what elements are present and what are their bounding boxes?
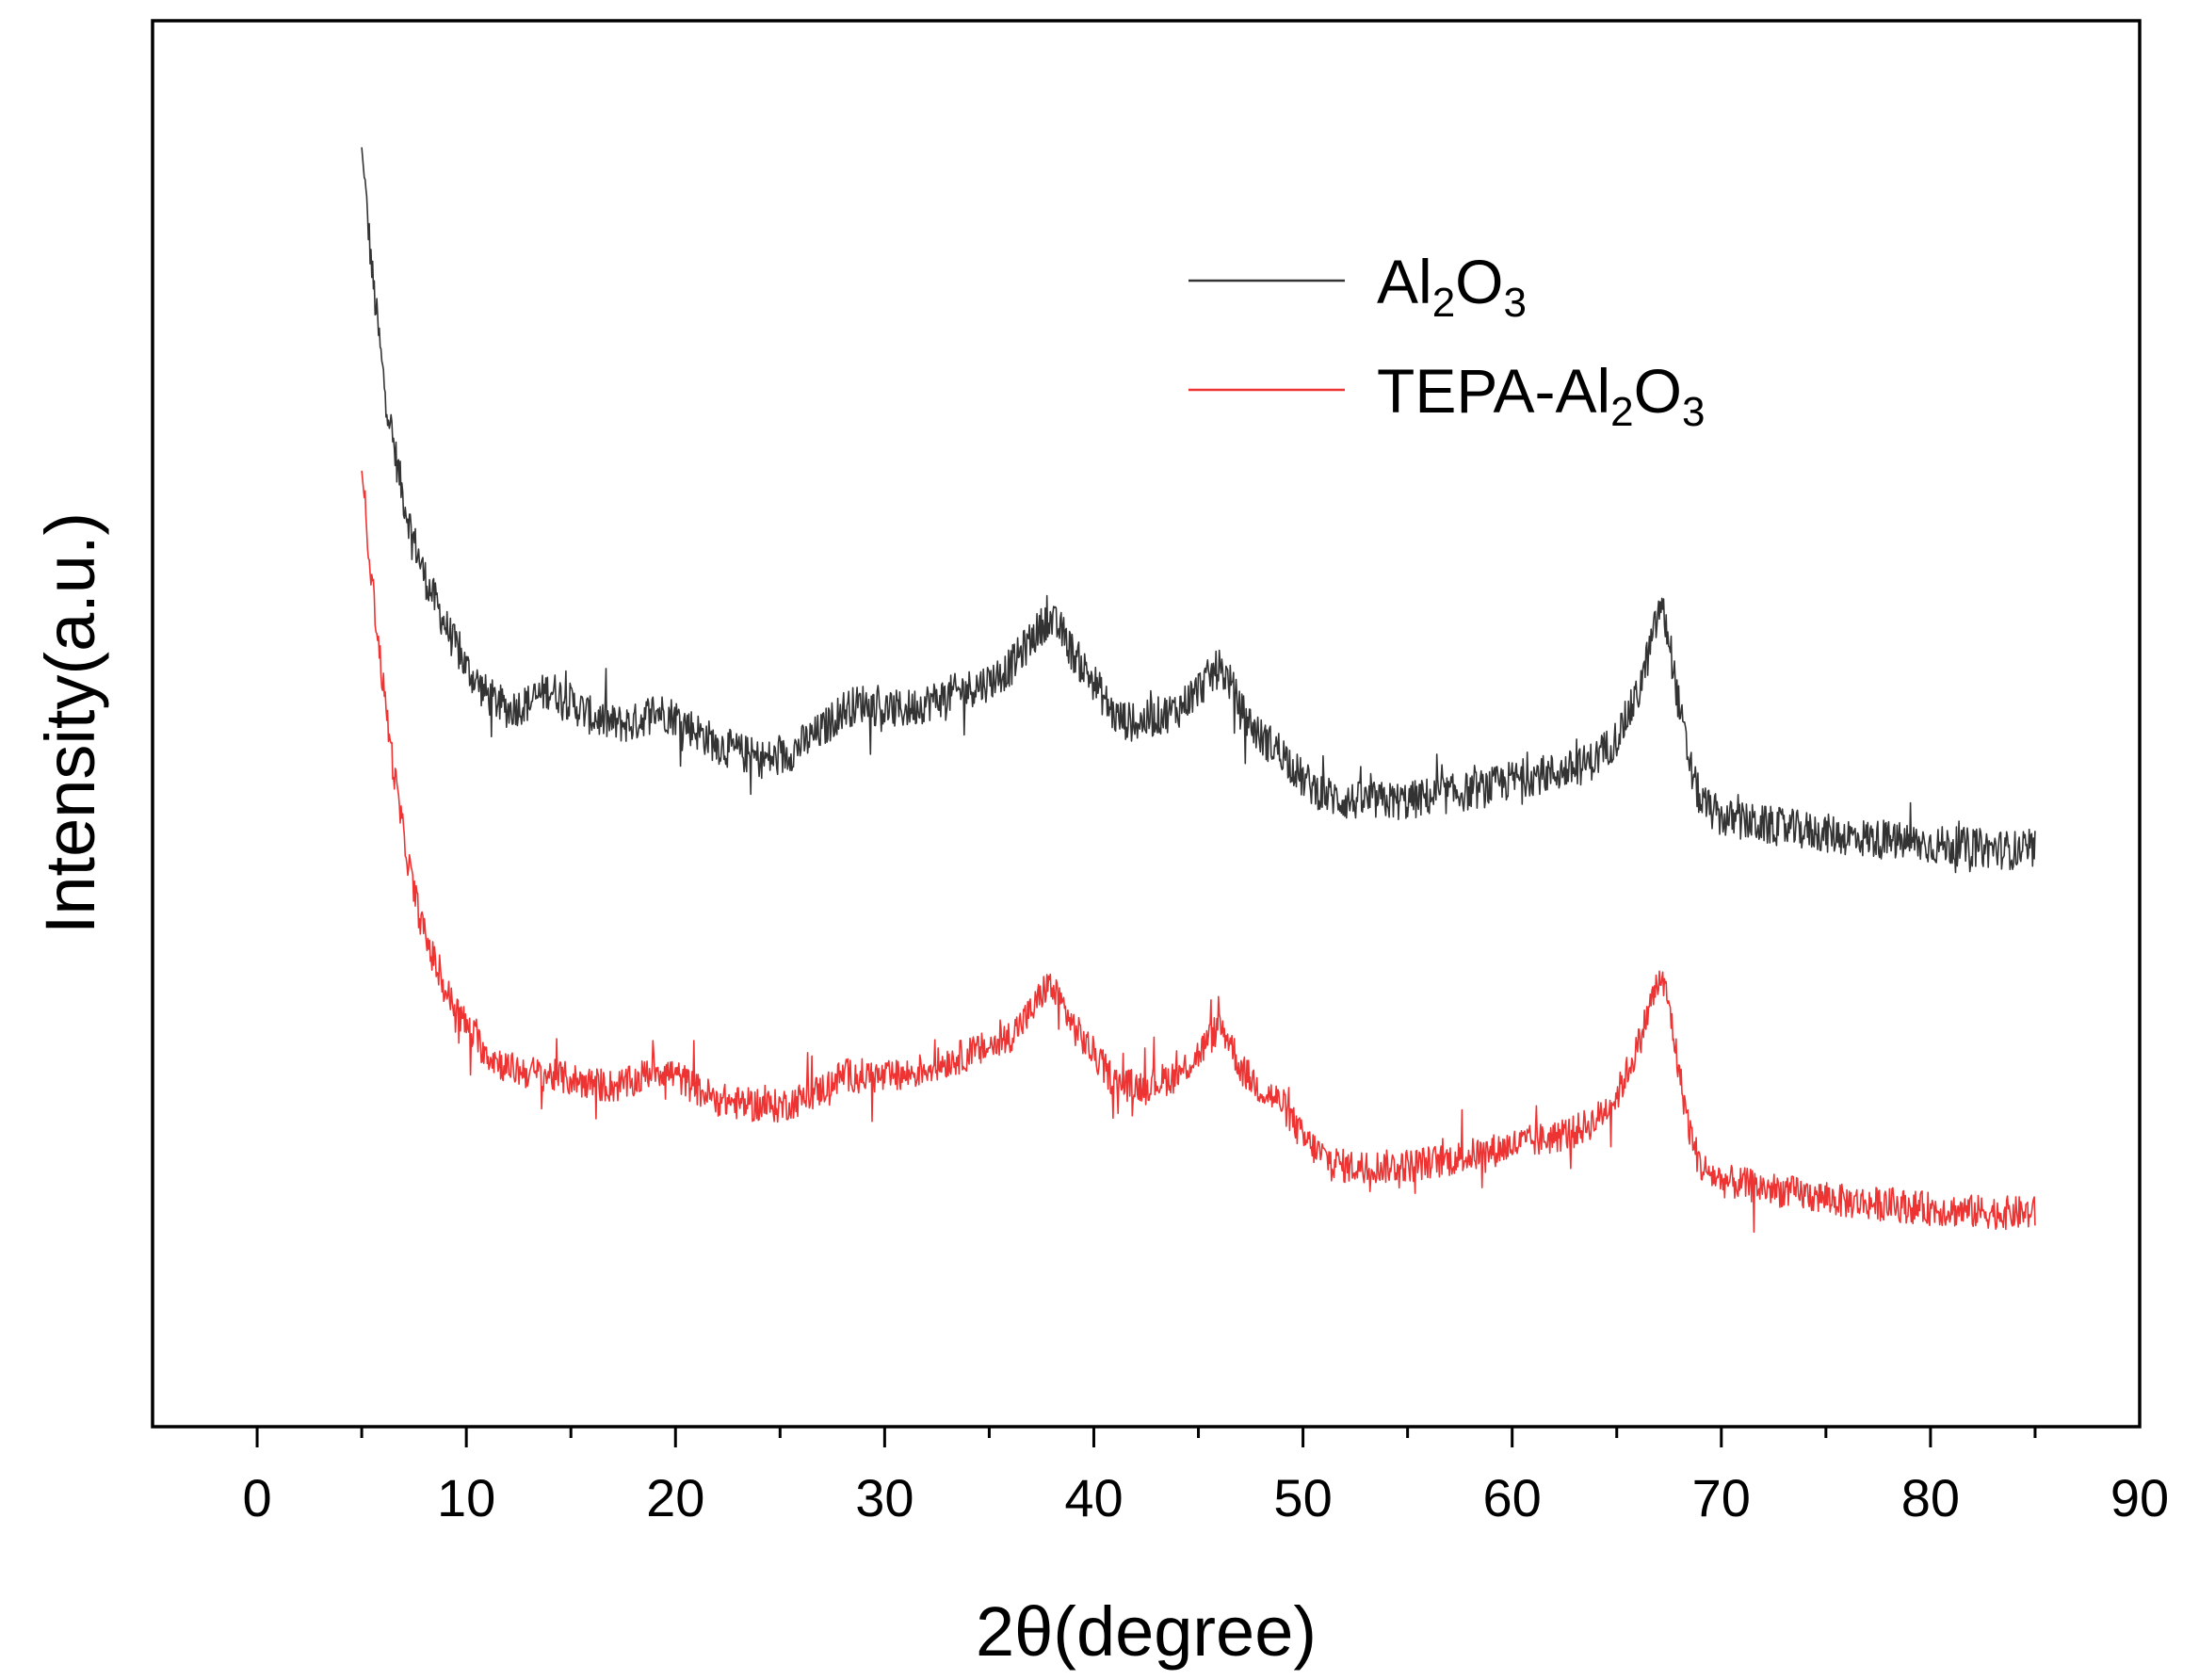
legend-label-tepa-al2o3: TEPA-Al2O3 (1377, 356, 1705, 435)
series-line-tepa-al2o3 (361, 470, 2036, 1233)
x-tick-label: 30 (855, 1468, 914, 1527)
x-tick-label: 20 (646, 1468, 704, 1527)
legend-label-al2o3: Al2O3 (1377, 247, 1527, 326)
x-axis-title: 2θ(degree) (976, 1592, 1317, 1671)
series-line-al2o3 (361, 147, 2036, 874)
x-tick-label: 90 (2110, 1468, 2169, 1527)
x-tick-label: 10 (437, 1468, 495, 1527)
y-axis-title: Intensity(a.u.) (31, 512, 109, 934)
x-tick-label: 60 (1483, 1468, 1542, 1527)
x-tick-label: 70 (1692, 1468, 1751, 1527)
x-tick-label: 80 (1901, 1468, 1960, 1527)
legend: Al2O3 TEPA-Al2O3 (1188, 247, 1705, 435)
plot-frame (151, 19, 2142, 1429)
x-tick-label: 50 (1273, 1468, 1332, 1527)
x-axis: 0 10 20 30 40 50 60 70 80 90 (242, 1427, 2169, 1527)
plot-series (361, 147, 2036, 1233)
x-tick-label: 0 (242, 1468, 271, 1527)
x-tick-label: 40 (1064, 1468, 1123, 1527)
